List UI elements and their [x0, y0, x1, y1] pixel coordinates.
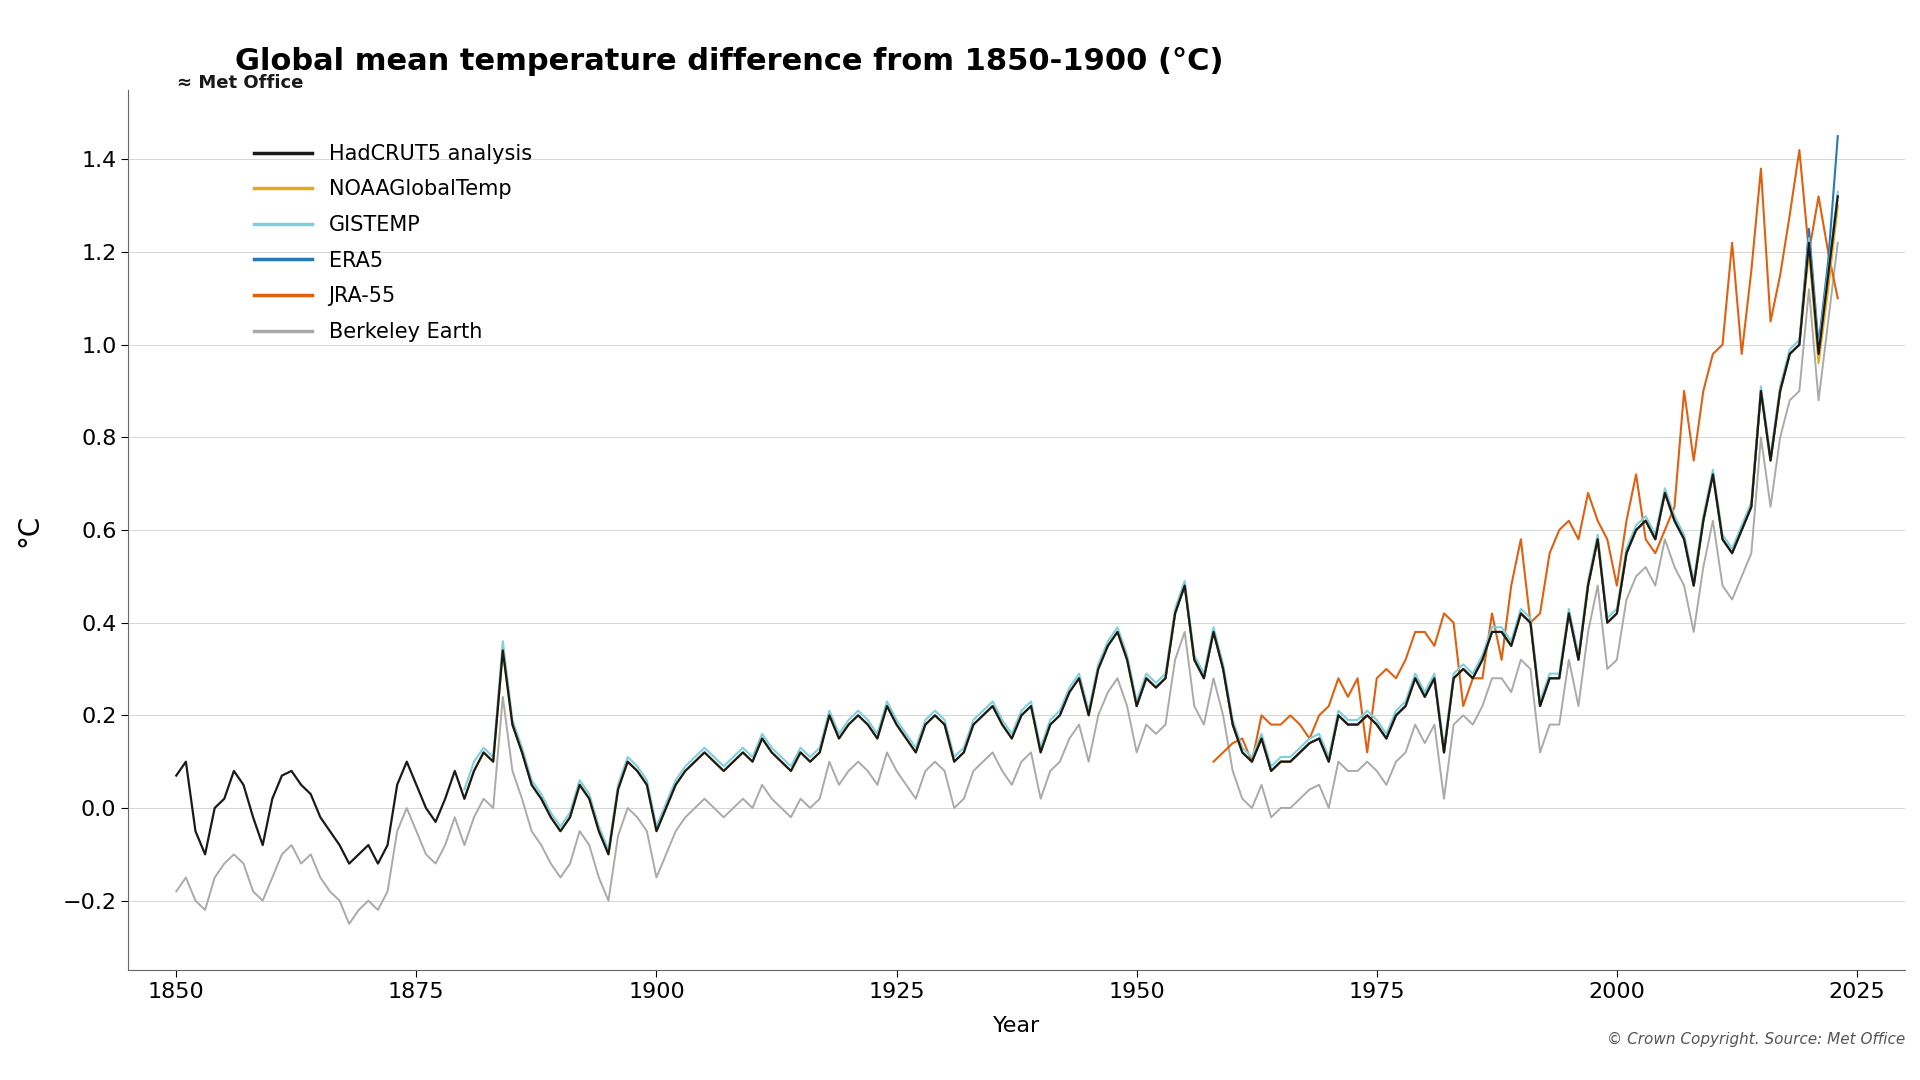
NOAAGlobalTemp [1442, 672, 1465, 685]
Line: ERA5: ERA5 [1137, 136, 1837, 771]
HadCRUT5 analysis [184, 825, 207, 838]
HadCRUT5 analysis [232, 779, 255, 792]
HadCRUT5 analysis [1068, 672, 1091, 685]
JRA-55 [1356, 746, 1379, 759]
Text: ≈ Met Office: ≈ Met Office [177, 73, 303, 92]
GISTEMP [664, 773, 687, 786]
HadCRUT5 analysis [1404, 672, 1427, 685]
ERA5 [1279, 755, 1302, 768]
Line: Berkeley Earth: Berkeley Earth [177, 243, 1837, 923]
JRA-55 [1394, 653, 1417, 666]
NOAAGlobalTemp [664, 779, 687, 792]
Text: Global mean temperature difference from 1850-1900 (°C): Global mean temperature difference from … [234, 48, 1223, 77]
Text: © Crown Copyright. Source: Met Office: © Crown Copyright. Source: Met Office [1607, 1031, 1905, 1047]
GISTEMP [453, 783, 476, 796]
HadCRUT5 analysis [338, 858, 361, 870]
NOAAGlobalTemp [453, 793, 476, 806]
NOAAGlobalTemp [885, 718, 908, 731]
Legend: HadCRUT5 analysis, NOAAGlobalTemp, GISTEMP, ERA5, JRA-55, Berkeley Earth: HadCRUT5 analysis, NOAAGlobalTemp, GISTE… [246, 135, 540, 350]
Y-axis label: °C: °C [15, 513, 42, 546]
JRA-55 [1778, 208, 1801, 221]
Berkeley Earth [232, 858, 255, 870]
Berkeley Earth [1404, 718, 1427, 731]
X-axis label: Year: Year [993, 1016, 1041, 1036]
ERA5 [1260, 765, 1283, 778]
HadCRUT5 analysis [1269, 755, 1292, 768]
NOAAGlobalTemp [597, 848, 620, 861]
GISTEMP [549, 820, 572, 833]
NOAAGlobalTemp [1586, 532, 1609, 545]
JRA-55 [1826, 292, 1849, 305]
GISTEMP [1826, 186, 1849, 199]
ERA5 [1528, 700, 1551, 713]
ERA5 [1768, 384, 1791, 397]
GISTEMP [1567, 649, 1590, 662]
JRA-55 [1471, 672, 1494, 685]
JRA-55 [1202, 755, 1225, 768]
GISTEMP [885, 714, 908, 727]
GISTEMP [1586, 528, 1609, 541]
Berkeley Earth [1068, 718, 1091, 731]
GISTEMP [597, 843, 620, 856]
JRA-55 [1692, 384, 1715, 397]
ERA5 [1519, 617, 1542, 630]
Berkeley Earth [1269, 801, 1292, 814]
HadCRUT5 analysis [165, 769, 188, 782]
Berkeley Earth [165, 885, 188, 897]
NOAAGlobalTemp [549, 825, 572, 838]
JRA-55 [1250, 708, 1273, 721]
NOAAGlobalTemp [1826, 199, 1849, 212]
NOAAGlobalTemp [1567, 653, 1590, 666]
JRA-55 [1788, 144, 1811, 157]
HadCRUT5 analysis [1826, 190, 1849, 203]
Line: JRA-55: JRA-55 [1213, 150, 1837, 761]
ERA5 [1365, 718, 1388, 731]
GISTEMP [1442, 667, 1465, 680]
Berkeley Earth [1826, 237, 1849, 249]
ERA5 [1288, 746, 1311, 759]
Berkeley Earth [348, 904, 371, 917]
Line: NOAAGlobalTemp: NOAAGlobalTemp [465, 205, 1837, 854]
Line: HadCRUT5 analysis: HadCRUT5 analysis [177, 197, 1837, 864]
HadCRUT5 analysis [348, 848, 371, 861]
ERA5 [1826, 130, 1849, 143]
ERA5 [1125, 700, 1148, 713]
Berkeley Earth [338, 917, 361, 930]
Berkeley Earth [184, 894, 207, 907]
Line: GISTEMP: GISTEMP [465, 192, 1837, 850]
